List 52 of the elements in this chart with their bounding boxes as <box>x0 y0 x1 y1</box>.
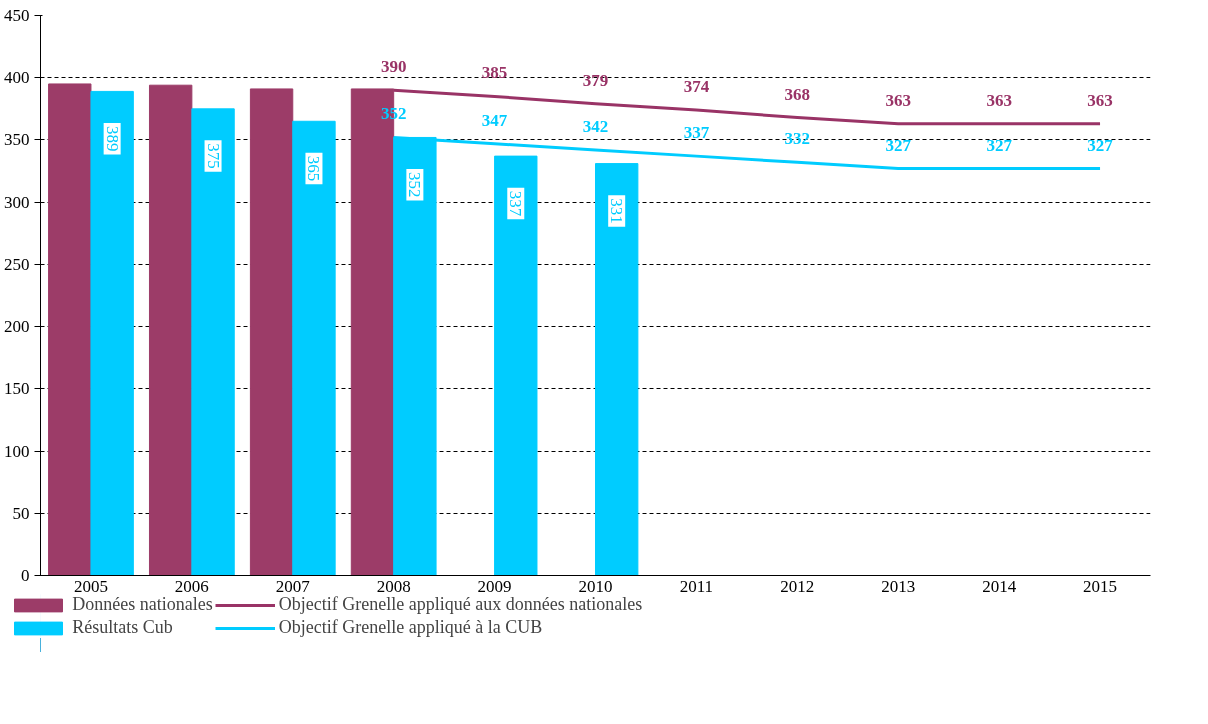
x-tick-label: 2008 <box>376 576 411 596</box>
y-tick-label: 100 <box>4 441 30 461</box>
y-tick-label: 400 <box>4 68 30 88</box>
data-label: 365 <box>304 155 324 182</box>
y-tick-label: 450 <box>4 6 30 25</box>
y-tick-label: 250 <box>4 254 30 274</box>
data-label: 390 <box>380 57 407 77</box>
data-label: 342 <box>582 116 609 136</box>
x-tick-label: 2010 <box>578 576 613 596</box>
x-tick-label: 2015 <box>1083 576 1118 596</box>
y-tick-label: 350 <box>4 130 30 150</box>
bar <box>48 83 92 576</box>
data-label: 374 <box>683 77 710 97</box>
data-label: 332 <box>784 129 811 149</box>
x-tick-label: 2007 <box>275 576 311 596</box>
y-tick-label: 50 <box>12 503 30 523</box>
data-label: 327 <box>885 135 912 155</box>
data-label: 368 <box>784 84 811 104</box>
x-tick-label: 2011 <box>679 576 714 596</box>
data-label: 363 <box>885 90 911 110</box>
y-tick-label: 200 <box>4 317 30 337</box>
data-label: 363 <box>1087 90 1113 110</box>
x-tick-label: 2012 <box>780 576 815 596</box>
legend-label: Résultats Cub <box>72 617 173 638</box>
x-tick-label: 2006 <box>174 576 209 596</box>
data-label: 389 <box>102 125 122 152</box>
bar <box>148 84 193 576</box>
data-label: 363 <box>986 90 1012 110</box>
legend-label: Objectif Grenelle appliqué à la CUB <box>278 617 543 638</box>
bar <box>595 163 639 576</box>
y-tick-label: 300 <box>4 192 30 212</box>
data-label: 327 <box>986 135 1013 155</box>
data-label: 331 <box>607 198 627 224</box>
bar <box>90 90 134 576</box>
x-tick-label: 2013 <box>881 576 916 596</box>
x-tick-label: 2014 <box>982 576 1017 596</box>
x-tick-label: 2005 <box>73 576 108 596</box>
bar <box>494 155 538 576</box>
data-label: 375 <box>203 143 223 169</box>
data-label: 337 <box>683 123 710 143</box>
data-label: 352 <box>405 171 425 198</box>
x-tick-label: 2009 <box>477 576 512 596</box>
bar <box>249 88 294 576</box>
y-tick-label: 150 <box>4 379 30 399</box>
bar <box>191 108 235 576</box>
y-tick-label: 0 <box>21 566 30 585</box>
bar <box>292 120 336 576</box>
data-label: 347 <box>481 110 508 130</box>
legend-label: Données nationales <box>72 594 213 615</box>
data-label: 327 <box>1087 135 1114 155</box>
data-label: 337 <box>506 190 526 217</box>
legend-label: Objectif Grenelle appliqué aux données nationales <box>278 594 643 615</box>
